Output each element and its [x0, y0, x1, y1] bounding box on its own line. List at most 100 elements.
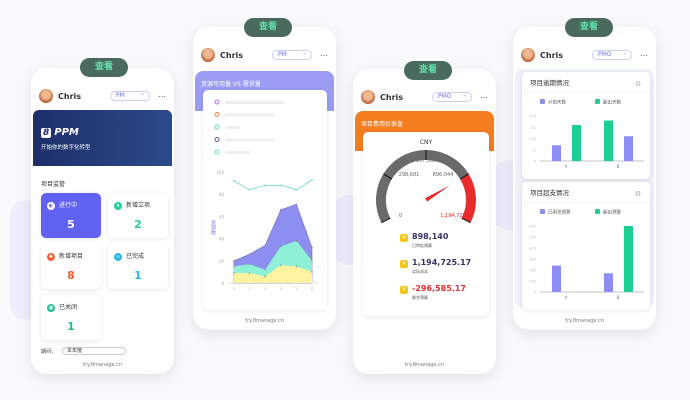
done-icon: ∞ [114, 253, 122, 261]
period-select[interactable]: 本年度 [62, 347, 127, 355]
y-tick-label: 500 [529, 236, 536, 240]
stat-completed[interactable]: ∞ 已完成 1 [108, 244, 168, 289]
avatar [39, 89, 53, 103]
stat-new-project[interactable]: ✹ 新增项目 8 [41, 244, 101, 289]
avatar [201, 48, 215, 62]
data-point [264, 275, 266, 278]
role-select[interactable]: PM [272, 49, 312, 60]
x-tick-label: A [565, 295, 568, 300]
line-point [233, 179, 235, 182]
legend-swatch [540, 99, 545, 104]
gauge-tick-label: 597,363 [416, 158, 437, 164]
y-tick-label: 40 [219, 237, 225, 242]
coin-icon: ¥ [400, 260, 408, 268]
legend-swatch [540, 209, 545, 214]
stat-in-progress[interactable]: ◐ 进行中 5 [41, 193, 101, 238]
phone-cost-gauge: Chris PMO ⋯ 项目费用仪表盘 CNY 597,363 298,681 896,0… [353, 69, 496, 374]
more-icon[interactable]: ⋯ [480, 92, 488, 102]
x-tick-label: A [565, 164, 568, 169]
more-icon[interactable]: ⋯ [158, 91, 166, 101]
legend-label: 已用总预算 [548, 209, 571, 216]
y-tick-label: 0 [534, 291, 536, 295]
user-name: Chris [380, 92, 404, 102]
footer-url: try.8manage.cn [565, 318, 604, 324]
role-select[interactable]: PMO [432, 91, 472, 102]
gauge-min-label: 0 [399, 213, 402, 219]
gauge-major-tick [461, 217, 471, 224]
y-tick-label: 600 [529, 225, 536, 229]
gauge-max-label: 1,194,725 [440, 213, 465, 219]
data-point [311, 260, 313, 262]
legend-swatch [595, 209, 600, 214]
more-icon[interactable]: ⋯ [640, 50, 648, 60]
gauge-major-tick [459, 173, 469, 180]
y-tick-label: 0 [534, 160, 536, 164]
metric-label: 剩余预算 [412, 295, 428, 300]
y-tick-label: 200 [529, 269, 536, 273]
x-tick-label: 3 [264, 286, 267, 291]
gauge-major-tick [381, 217, 391, 224]
stat-label: 已关闭 [59, 304, 78, 311]
metric-value: 1,194,725.17 [412, 258, 472, 267]
data-point [311, 246, 313, 249]
y-tick-label: 60 [219, 214, 225, 219]
more-icon[interactable]: ⋯ [320, 50, 328, 60]
data-point [233, 272, 235, 274]
area-series [234, 265, 312, 283]
stat-closed[interactable]: ▣ 已关闭 1 [41, 295, 101, 340]
user-name: Chris [58, 91, 82, 101]
badge-icon: ✹ [47, 253, 55, 261]
gauge-band [459, 173, 476, 223]
period-label: 期间： [41, 348, 57, 355]
stat-value: 5 [67, 218, 75, 231]
stat-value: 8 [67, 269, 75, 282]
view-button[interactable]: 查看 [244, 18, 292, 37]
view-button[interactable]: 查看 [404, 61, 452, 80]
metric-label: 实际成本 [412, 269, 428, 274]
phone-dashboard: Chris PM ⋯ 8 PPM 开始你的数字化转型 项目监管 ◐ 进行中 5 ★ 新增立… [31, 68, 174, 374]
legend-marker [214, 137, 220, 142]
stat-new-approval[interactable]: ★ 新增立项 2 [108, 193, 168, 238]
y-tick-label: 200 [529, 115, 536, 119]
role-select[interactable]: PM [110, 90, 150, 101]
footer-url: try.8manage.cn [405, 362, 444, 368]
legend-label-placeholder [225, 113, 275, 117]
y-tick-label: 80 [219, 192, 225, 197]
legend-label-placeholder [225, 126, 240, 129]
role-select[interactable]: PMO [592, 49, 632, 60]
metric-label: 已审批预算 [412, 243, 432, 248]
data-point [280, 245, 282, 248]
y-tick-label: 100 [216, 170, 224, 175]
metric-value: -296,585.17 [412, 284, 466, 293]
stat-value: 1 [67, 320, 75, 333]
stat-label: 新增立项 [126, 202, 151, 209]
y-tick-label: 300 [529, 258, 536, 262]
legend-marker [214, 99, 220, 105]
y-axis-label: 资源数 [210, 219, 216, 236]
chart-title: 项目超支情况 [530, 188, 570, 197]
gauge-unit: CNY [420, 139, 433, 146]
x-tick-label: B [617, 164, 620, 169]
footer-url: try.8manage.cn [83, 362, 122, 368]
coin-icon: ¥ [400, 286, 408, 294]
data-point [233, 265, 235, 268]
x-tick-label: 1 [233, 286, 236, 291]
gauge-needle [425, 185, 450, 202]
closed-icon: ▣ [47, 304, 55, 312]
y-tick-label: 150 [529, 126, 536, 130]
y-tick-label: 20 [219, 259, 225, 264]
settings-icon: ⚙ [635, 190, 641, 198]
gauge-card: CNY 597,363 298,681 896,044 0 1,194,725 ¥898,… [363, 132, 489, 316]
x-tick-label: B [617, 295, 620, 300]
view-button[interactable]: 查看 [80, 58, 128, 77]
data-point [280, 264, 282, 267]
x-tick-label: 6 [311, 286, 314, 291]
overspend-chart-card: 项目超支情况 ⚙ 已用总预算 超出预算 0 100 200 300 400 500 600 A B [522, 182, 650, 310]
data-point [233, 260, 235, 262]
legend-label: 超出天数 [603, 99, 621, 106]
view-button[interactable]: 查看 [565, 18, 613, 37]
logo: 8 [41, 127, 52, 138]
legend-marker [214, 149, 220, 155]
slogan: 开始你的数字化转型 [41, 145, 91, 151]
